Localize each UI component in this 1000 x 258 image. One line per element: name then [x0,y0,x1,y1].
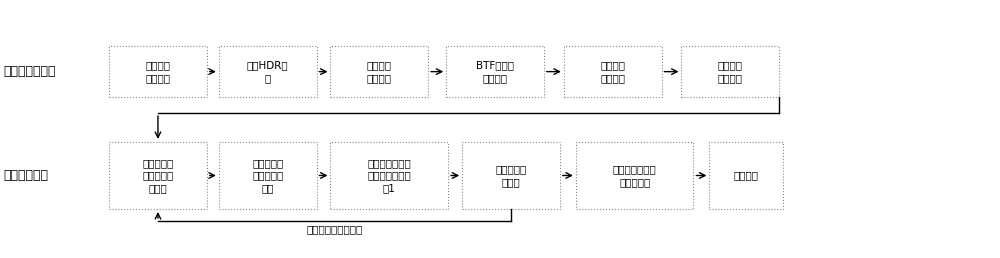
Bar [446,46,544,97]
Bar [681,46,779,97]
Bar [109,142,207,209]
Text: 数据预处理阶段: 数据预处理阶段 [3,65,56,78]
Bar [564,46,662,97]
Bar [219,46,317,97]
Bar [576,142,693,209]
Text: 生成图像: 生成图像 [734,171,759,181]
Text: 合成HDR图
像: 合成HDR图 像 [247,60,288,83]
Text: 计算每个像
素点的漫反
射分量: 计算每个像 素点的漫反 射分量 [142,158,174,193]
Text: 迭代计算，直到收敛: 迭代计算，直到收敛 [306,224,363,234]
Text: 保存可见
像素点阵: 保存可见 像素点阵 [718,60,743,83]
Bar [462,142,560,209]
Bar [219,142,317,209]
Bar [709,142,783,209]
Bar [109,46,207,97]
Bar [330,142,448,209]
Text: 正视图校
正与裁剪: 正视图校 正与裁剪 [367,60,392,83]
Text: 获得真实
材质数据: 获得真实 材质数据 [145,60,170,83]
Text: 初步设定遮挡因
子、菲涅尔系数
为1: 初步设定遮挡因 子、菲涅尔系数 为1 [367,158,411,193]
Text: BTF像素点
集合变换: BTF像素点 集合变换 [476,60,514,83]
Text: 计算法相分
布函数: 计算法相分 布函数 [495,164,527,187]
Text: 数据拟合阶段: 数据拟合阶段 [3,169,48,182]
Text: 计算遮挡因子、
菲尼尔系数: 计算遮挡因子、 菲尼尔系数 [613,164,656,187]
Bar [330,46,428,97]
Text: 计算每个像
素点的高光
分量: 计算每个像 素点的高光 分量 [252,158,283,193]
Text: 像素点可
见性判定: 像素点可 见性判定 [600,60,625,83]
